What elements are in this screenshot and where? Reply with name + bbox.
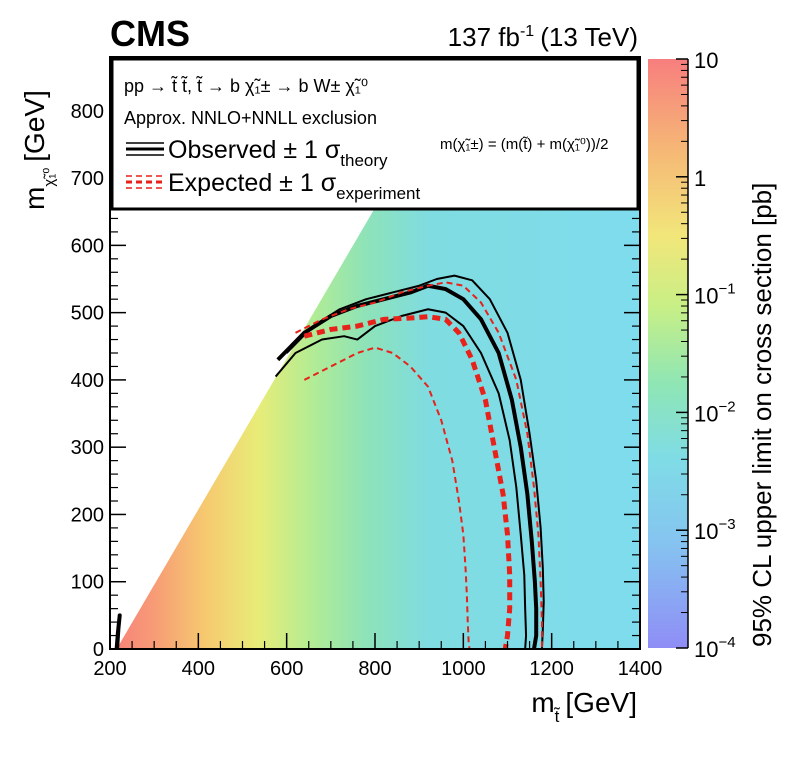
z-tick-base: 10 bbox=[694, 401, 718, 426]
x-axis-title-m: m bbox=[531, 687, 554, 718]
z-tick-exponent: −3 bbox=[718, 516, 735, 533]
x-axis-title: mt̃ [GeV] bbox=[531, 687, 637, 726]
x-tick-label-2: 600 bbox=[270, 658, 303, 680]
z-tick-label-5: 10−4 bbox=[694, 634, 736, 662]
x-tick-label-3: 800 bbox=[358, 658, 391, 680]
contour-2 bbox=[274, 308, 528, 649]
z-tick-exponent: −4 bbox=[718, 634, 735, 651]
x-axis-title-sub: t̃ bbox=[553, 707, 560, 726]
z-tick-label-1: 1 bbox=[694, 166, 706, 191]
legend-box: pp → t̃ t̃, t̃ → b χ̃₁± → b W± χ̃₁⁰ Appr… bbox=[110, 57, 640, 211]
z-tick-exponent: −2 bbox=[718, 398, 735, 415]
contour-4 bbox=[295, 281, 543, 649]
y-axis-title: mχ̃₁⁰ [GeV] bbox=[19, 90, 58, 210]
y-axis-title-unit: [GeV] bbox=[19, 90, 50, 162]
legend-expected-sub: experiment bbox=[336, 184, 420, 203]
z-tick-label-0: 10 bbox=[694, 48, 718, 73]
legend-frame bbox=[110, 57, 640, 211]
legend-exclusion: Approx. NNLO+NNLL exclusion bbox=[124, 108, 377, 128]
contour-1 bbox=[285, 274, 545, 649]
y-tick-label-5: 500 bbox=[71, 303, 104, 325]
legend-observed: Observed ± 1 σtheory bbox=[168, 136, 388, 170]
z-tick-base: 1 bbox=[694, 166, 706, 191]
y-axis-title-m: m bbox=[19, 187, 50, 210]
legend-expected: Expected ± 1 σexperiment bbox=[168, 169, 421, 203]
y-tick-label-7: 700 bbox=[71, 168, 104, 190]
y-tick-label-0: 0 bbox=[93, 639, 104, 661]
contour-5 bbox=[303, 346, 471, 649]
z-tick-label-3: 10−2 bbox=[694, 398, 736, 426]
z-tick-base: 10 bbox=[694, 48, 718, 73]
z-tick-label-4: 10−3 bbox=[694, 516, 736, 544]
y-tick-label-3: 300 bbox=[71, 437, 104, 459]
contour-0 bbox=[276, 283, 539, 649]
x-axis-title-unit: [GeV] bbox=[565, 687, 637, 718]
x-tick-label-6: 1400 bbox=[618, 658, 663, 680]
y-tick-label-6: 600 bbox=[71, 235, 104, 257]
contour-6 bbox=[114, 613, 122, 649]
lumi-exp: -1 bbox=[520, 23, 534, 40]
x-tick-label-5: 1200 bbox=[529, 658, 574, 680]
y-tick-label-1: 100 bbox=[71, 572, 104, 594]
y-tick-label-4: 400 bbox=[71, 370, 104, 392]
z-tick-base: 10 bbox=[694, 519, 718, 544]
experiment-label: CMS bbox=[110, 13, 190, 54]
z-axis-title: 95% CL upper limit on cross section [pb] bbox=[747, 183, 777, 647]
y-tick-label-8: 800 bbox=[71, 101, 104, 123]
legend-mass-relation: m(χ̃₁±) = (m(t̃) + m(χ̃₁⁰))/2 bbox=[440, 136, 608, 153]
lumi-label: 137 fb-1 (13 TeV) bbox=[448, 22, 638, 52]
axis-ticks: 200 400 600 800 1000 1200 1400 0 100 200 300 400 500… bbox=[71, 56, 663, 680]
x-tick-label-1: 400 bbox=[182, 658, 215, 680]
z-tick-label-2: 10−1 bbox=[694, 281, 736, 309]
lumi-energy: (13 TeV) bbox=[540, 22, 638, 52]
z-colorbar bbox=[648, 59, 688, 648]
x-tick-label-4: 1000 bbox=[441, 658, 486, 680]
x-tick-label-0: 200 bbox=[93, 658, 126, 680]
lumi-value: 137 fb bbox=[448, 22, 520, 52]
z-tick-base: 10 bbox=[694, 284, 718, 309]
y-axis-title-sub: χ̃₁⁰ bbox=[41, 168, 58, 187]
z-tick-base: 10 bbox=[694, 637, 718, 662]
legend-expected-text: Expected ± 1 σ bbox=[168, 169, 337, 197]
contour-3 bbox=[303, 314, 513, 649]
exclusion-contours bbox=[114, 274, 545, 649]
legend-observed-text: Observed ± 1 σ bbox=[168, 136, 341, 164]
legend-process: pp → t̃ t̃, t̃ → b χ̃₁± → b W± χ̃₁⁰ bbox=[124, 76, 368, 96]
legend-observed-sub: theory bbox=[340, 151, 388, 170]
z-tick-exponent: −1 bbox=[718, 281, 735, 298]
y-tick-label-2: 200 bbox=[71, 504, 104, 526]
